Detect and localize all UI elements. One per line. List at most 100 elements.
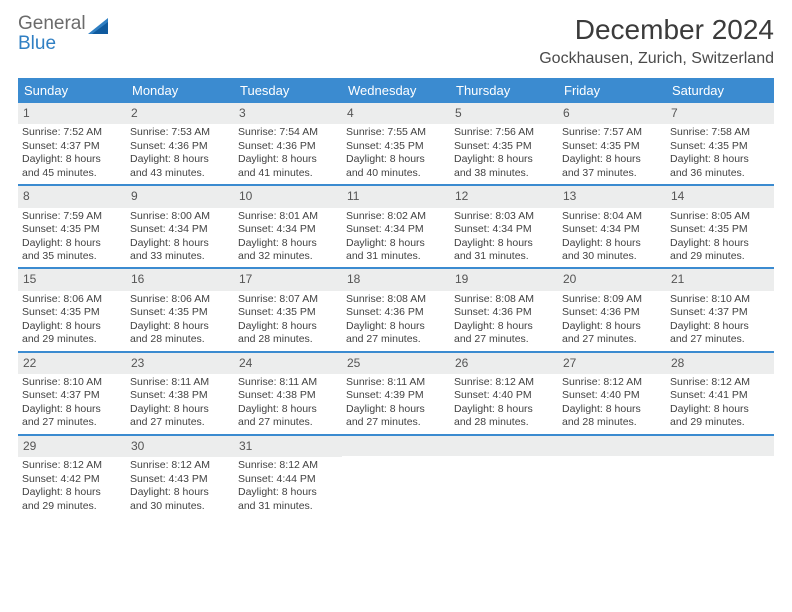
sunset-text: Sunset: 4:34 PM [130, 223, 230, 236]
daylight-text: Daylight: 8 hours [562, 237, 662, 250]
day-number-bar: 18 [342, 269, 450, 290]
day-number: 25 [347, 356, 360, 370]
daylight-text: and 30 minutes. [130, 500, 230, 513]
day-cell: 2Sunrise: 7:53 AMSunset: 4:36 PMDaylight… [126, 103, 234, 184]
sunrise-text: Sunrise: 7:59 AM [22, 210, 122, 223]
sunset-text: Sunset: 4:34 PM [454, 223, 554, 236]
daylight-text: Daylight: 8 hours [22, 486, 122, 499]
day-cell: 26Sunrise: 8:12 AMSunset: 4:40 PMDayligh… [450, 353, 558, 434]
daylight-text: and 31 minutes. [346, 250, 446, 263]
sunset-text: Sunset: 4:35 PM [454, 140, 554, 153]
day-cell: 31Sunrise: 8:12 AMSunset: 4:44 PMDayligh… [234, 436, 342, 517]
day-cell: 28Sunrise: 8:12 AMSunset: 4:41 PMDayligh… [666, 353, 774, 434]
day-number: 28 [671, 356, 684, 370]
day-cell: 9Sunrise: 8:00 AMSunset: 4:34 PMDaylight… [126, 186, 234, 267]
sunset-text: Sunset: 4:35 PM [562, 140, 662, 153]
sunrise-text: Sunrise: 8:03 AM [454, 210, 554, 223]
sunset-text: Sunset: 4:35 PM [670, 223, 770, 236]
location-text: Gockhausen, Zurich, Switzerland [539, 50, 774, 68]
day-number-bar: 15 [18, 269, 126, 290]
day-cell: 5Sunrise: 7:56 AMSunset: 4:35 PMDaylight… [450, 103, 558, 184]
day-number: 30 [131, 439, 144, 453]
sunrise-text: Sunrise: 8:00 AM [130, 210, 230, 223]
day-number-bar: 21 [666, 269, 774, 290]
logo-sail-icon [88, 16, 112, 36]
day-cell-empty [342, 436, 450, 517]
daylight-text: Daylight: 8 hours [130, 320, 230, 333]
day-cell: 23Sunrise: 8:11 AMSunset: 4:38 PMDayligh… [126, 353, 234, 434]
title-block: December 2024 Gockhausen, Zurich, Switze… [539, 14, 774, 68]
sunrise-text: Sunrise: 7:57 AM [562, 126, 662, 139]
sunset-text: Sunset: 4:38 PM [130, 389, 230, 402]
sunrise-text: Sunrise: 8:11 AM [346, 376, 446, 389]
logo-word-general: General [18, 13, 86, 34]
day-cell: 1Sunrise: 7:52 AMSunset: 4:37 PMDaylight… [18, 103, 126, 184]
daylight-text: and 43 minutes. [130, 167, 230, 180]
day-number: 7 [671, 106, 678, 120]
day-number: 5 [455, 106, 462, 120]
week-row: 8Sunrise: 7:59 AMSunset: 4:35 PMDaylight… [18, 186, 774, 269]
day-number-bar: 13 [558, 186, 666, 207]
sunrise-text: Sunrise: 7:54 AM [238, 126, 338, 139]
day-cell: 14Sunrise: 8:05 AMSunset: 4:35 PMDayligh… [666, 186, 774, 267]
daylight-text: Daylight: 8 hours [238, 153, 338, 166]
sunrise-text: Sunrise: 8:12 AM [454, 376, 554, 389]
sunrise-text: Sunrise: 8:09 AM [562, 293, 662, 306]
day-number: 9 [131, 189, 138, 203]
day-number-bar: 29 [18, 436, 126, 457]
day-number: 15 [23, 272, 36, 286]
week-row: 15 Sunrise: 8:06 AMSunset: 4:35 PM Dayligh… [18, 269, 774, 352]
sunset-text: Sunset: 4:35 PM [22, 306, 122, 319]
daylight-text: Daylight: 8 hours [670, 320, 770, 333]
daylight-text: Daylight: 8 hours [238, 237, 338, 250]
sunset-text: Sunset: 4:39 PM [346, 389, 446, 402]
week-row: 1Sunrise: 7:52 AMSunset: 4:37 PMDaylight… [18, 103, 774, 186]
daylight-text: and 29 minutes. [670, 250, 770, 263]
day-number: 31 [239, 439, 252, 453]
day-number-bar: 2 [126, 103, 234, 124]
day-number: 16 [131, 272, 144, 286]
sunrise-text: Sunrise: 8:12 AM [130, 459, 230, 472]
day-number-bar: 26 [450, 353, 558, 374]
sunrise-text: Sunrise: 8:04 AM [562, 210, 662, 223]
daylight-text: and 27 minutes. [346, 333, 446, 346]
daylight-text: Daylight: 8 hours [562, 320, 662, 333]
day-number-bar: 10 [234, 186, 342, 207]
day-number-bar: 28 [666, 353, 774, 374]
day-number: 6 [563, 106, 570, 120]
day-number: 14 [671, 189, 684, 203]
daylight-text: and 27 minutes. [22, 416, 122, 429]
day-cell-empty [666, 436, 774, 517]
daylight-text: and 27 minutes. [454, 333, 554, 346]
daylight-text: and 31 minutes. [454, 250, 554, 263]
day-cell: 29Sunrise: 8:12 AMSunset: 4:42 PMDayligh… [18, 436, 126, 517]
daylight-text: Daylight: 8 hours [670, 403, 770, 416]
day-number-bar: 12 [450, 186, 558, 207]
sunset-text: Sunset: 4:36 PM [454, 306, 554, 319]
day-number: 18 [347, 272, 360, 286]
day-cell: 27Sunrise: 8:12 AMSunset: 4:40 PMDayligh… [558, 353, 666, 434]
day-number-bar: 5 [450, 103, 558, 124]
day-number-bar: 11 [342, 186, 450, 207]
sunset-text: Sunset: 4:43 PM [130, 473, 230, 486]
day-cell: 3Sunrise: 7:54 AMSunset: 4:36 PMDaylight… [234, 103, 342, 184]
day-number-bar: 24 [234, 353, 342, 374]
daylight-text: Daylight: 8 hours [346, 237, 446, 250]
day-cell: 7Sunrise: 7:58 AMSunset: 4:35 PMDaylight… [666, 103, 774, 184]
sunset-text: Sunset: 4:44 PM [238, 473, 338, 486]
day-number-bar [342, 436, 450, 456]
day-cell: 11Sunrise: 8:02 AMSunset: 4:34 PMDayligh… [342, 186, 450, 267]
daylight-text: Daylight: 8 hours [130, 403, 230, 416]
sunrise-text: Sunrise: 8:06 AM [22, 293, 122, 306]
daylight-text: and 38 minutes. [454, 167, 554, 180]
day-number-bar: 4 [342, 103, 450, 124]
daylight-text: and 29 minutes. [22, 500, 122, 513]
sunrise-text: Sunrise: 8:12 AM [22, 459, 122, 472]
daylight-text: Daylight: 8 hours [670, 237, 770, 250]
day-number: 11 [347, 189, 359, 203]
day-number: 13 [563, 189, 576, 203]
day-number-bar [666, 436, 774, 456]
sunset-text: Sunset: 4:36 PM [346, 306, 446, 319]
day-number-bar: 19 [450, 269, 558, 290]
calendar: SundayMondayTuesdayWednesdayThursdayFrid… [18, 78, 774, 517]
